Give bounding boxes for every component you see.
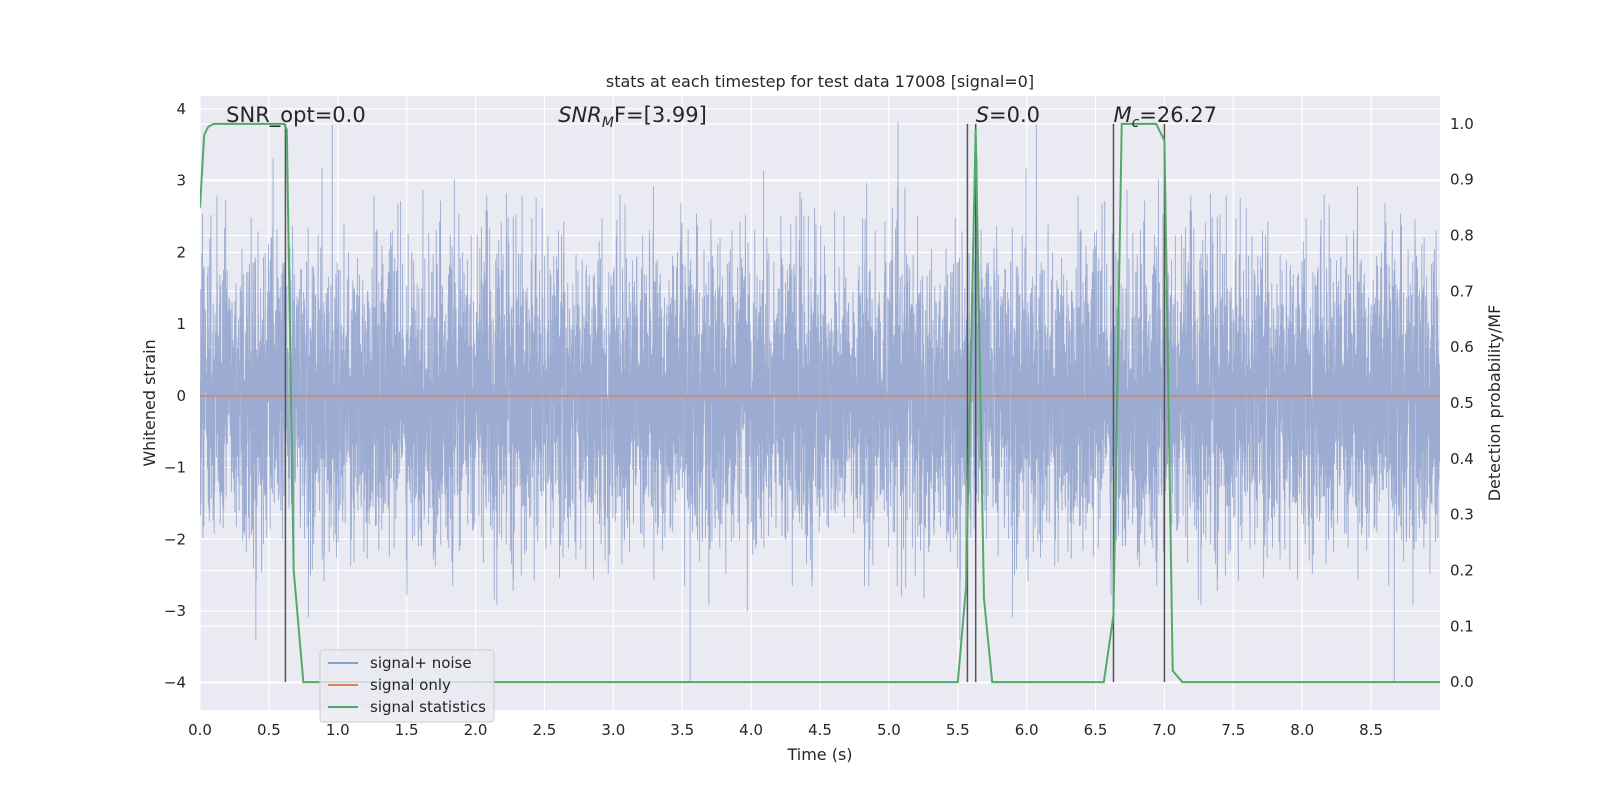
y-right-tick-label-5: 0.5 — [1450, 394, 1474, 412]
legend-box — [319, 649, 495, 723]
annotation-2: S=0.0 — [976, 103, 1040, 127]
x-tick-label-12: 6.0 — [1015, 721, 1039, 739]
y-right-tick-label-0: 0.0 — [1450, 673, 1474, 691]
y-right-tick-label-8: 0.8 — [1450, 227, 1474, 245]
x-tick-label-9: 4.5 — [808, 721, 832, 739]
x-tick-label-1: 0.5 — [257, 721, 281, 739]
x-tick-label-6: 3.0 — [601, 721, 625, 739]
y-right-tick-label-7: 0.7 — [1450, 282, 1474, 300]
y-left-tick-label-3: −1 — [164, 459, 186, 477]
x-tick-label-16: 8.0 — [1290, 721, 1314, 739]
x-tick-label-5: 2.5 — [533, 721, 557, 739]
x-tick-label-17: 8.5 — [1359, 721, 1383, 739]
y-axis-right-label: Detection probability/MF — [1485, 305, 1504, 502]
annotations: SNR_opt=0.0 SNRMF=[3.99] S=0.0 Mc=26.27 — [226, 103, 1217, 131]
annotation-0: SNR_opt=0.0 — [226, 103, 366, 128]
y-right-tick-label-6: 0.6 — [1450, 338, 1474, 356]
legend: signal+ noise signal only signal statist… — [319, 649, 495, 723]
x-tick-label-8: 4.0 — [739, 721, 763, 739]
y-right-tick-label-3: 0.3 — [1450, 506, 1474, 524]
x-tick-label-13: 6.5 — [1084, 721, 1108, 739]
x-axis-label: Time (s) — [786, 745, 852, 764]
legend-label-signal-noise: signal+ noise — [370, 654, 472, 672]
x-tick-label-7: 3.5 — [670, 721, 694, 739]
y-left-tick-label-1: −3 — [164, 602, 186, 620]
x-tick-label-0: 0.0 — [188, 721, 212, 739]
y-right-tick-label-1: 0.1 — [1450, 617, 1474, 635]
y-right-tick-label-4: 0.4 — [1450, 450, 1474, 468]
y-left-tick-label-8: 4 — [176, 100, 186, 118]
noise-trace — [200, 121, 1440, 683]
y-right-tick-label-10: 1.0 — [1450, 115, 1474, 133]
y-left-tick-label-2: −2 — [164, 530, 186, 548]
x-tick-label-14: 7.0 — [1153, 721, 1177, 739]
y-axis-left-ticks: −4 −3 −2 −1 0 1 2 3 4 — [164, 100, 186, 692]
x-tick-label-4: 2.0 — [464, 721, 488, 739]
y-left-tick-label-6: 2 — [176, 243, 186, 261]
x-tick-label-3: 1.5 — [395, 721, 419, 739]
x-tick-label-2: 1.0 — [326, 721, 350, 739]
y-axis-right-ticks: 0.0 0.1 0.2 0.3 0.4 0.5 0.6 0.7 0.8 0.9 1.0 — [1450, 115, 1474, 691]
legend-label-signal-only: signal only — [370, 676, 451, 694]
series-signal-noise — [200, 121, 1440, 683]
x-axis-ticks: 0.0 0.5 1.0 1.5 2.0 2.5 3.0 3.5 4.0 4.5 5.0 5.5 6.0 6… — [188, 721, 1383, 739]
y-right-tick-label-2: 0.2 — [1450, 561, 1474, 579]
x-tick-label-15: 7.5 — [1221, 721, 1245, 739]
x-tick-label-11: 5.5 — [946, 721, 970, 739]
chart-title: stats at each timestep for test data 170… — [606, 72, 1034, 91]
y-left-tick-label-4: 0 — [176, 387, 186, 405]
annotation-3: Mc=26.27 — [1113, 103, 1217, 131]
signal-statistics-line — [200, 122, 1440, 684]
legend-label-signal-statistics: signal statistics — [370, 698, 486, 716]
y-right-tick-label-9: 0.9 — [1450, 171, 1474, 189]
y-left-tick-label-7: 3 — [176, 172, 186, 190]
x-tick-label-10: 5.0 — [877, 721, 901, 739]
y-axis-left-label: Whitened strain — [140, 339, 159, 466]
annotation-1: SNRMF=[3.99] — [558, 103, 707, 131]
y-left-tick-label-5: 1 — [176, 315, 186, 333]
y-left-tick-label-0: −4 — [164, 674, 186, 692]
series-signal-statistics — [200, 122, 1440, 684]
